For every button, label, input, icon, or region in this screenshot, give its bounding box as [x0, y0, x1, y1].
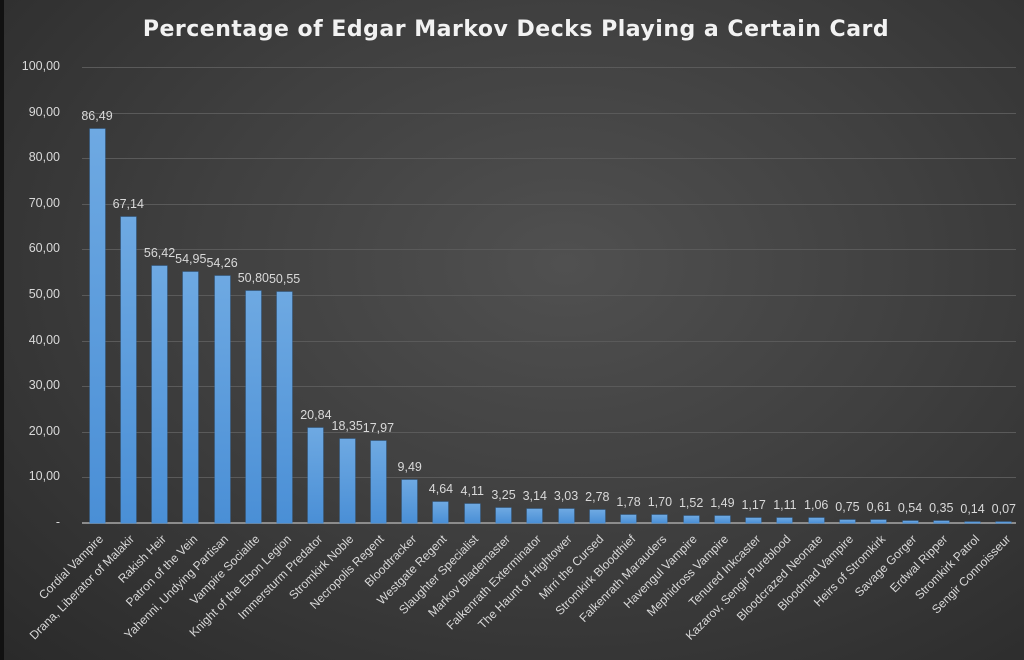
bar: [902, 520, 918, 523]
data-label: 1,17: [741, 497, 766, 512]
bar: [496, 508, 511, 523]
bar: [433, 501, 449, 523]
data-label: 0,07: [991, 502, 1016, 516]
gridline: [82, 204, 1016, 205]
bar: [839, 519, 855, 523]
data-label: 1,78: [616, 494, 641, 509]
y-tick-label: 20,00: [28, 423, 60, 438]
bar: [933, 521, 949, 523]
bar: [808, 518, 824, 523]
y-tick-label: 90,00: [28, 104, 60, 119]
bar: [621, 514, 637, 523]
gridline: [82, 432, 1016, 433]
y-tick-label: 80,00: [28, 150, 60, 165]
y-tick-label: 10,00: [28, 469, 60, 484]
bar: [370, 441, 386, 523]
data-label: 4,11: [460, 484, 484, 499]
data-label: 18,35: [331, 419, 363, 434]
bar: [558, 509, 574, 523]
y-tick-label: 100,00: [21, 59, 60, 73]
bar: [183, 272, 199, 523]
gridline: [82, 158, 1016, 159]
data-label: 86,49: [81, 108, 113, 123]
bar: [214, 275, 230, 523]
y-tick-label: 60,00: [28, 241, 60, 256]
data-label: 3,25: [491, 488, 516, 503]
data-label: 4,64: [428, 481, 454, 496]
gridline: [82, 341, 1016, 342]
data-label: 1,06: [804, 498, 829, 513]
bar: [996, 522, 1012, 523]
data-label: 50,55: [268, 272, 301, 287]
data-label: 1,49: [710, 496, 735, 511]
bar: [871, 520, 887, 523]
data-label: 3,03: [553, 489, 579, 504]
y-tick-label: 70,00: [28, 195, 60, 210]
data-label: 0,35: [929, 501, 954, 516]
y-tick-label: -: [55, 515, 60, 529]
bar: [965, 522, 981, 523]
data-label: 0,75: [835, 499, 860, 514]
data-label: 54,26: [206, 255, 238, 270]
gridline: [82, 249, 1016, 250]
bar: [464, 504, 480, 523]
bar: [527, 508, 543, 523]
data-label: 54,95: [175, 252, 207, 267]
bar: [277, 292, 293, 523]
gridline: [82, 67, 1016, 68]
bar: [589, 510, 605, 523]
bar: [152, 265, 168, 523]
bar: [120, 216, 136, 523]
bar: [714, 516, 730, 523]
data-label: 67,14: [112, 196, 144, 211]
data-label: 9,49: [397, 459, 422, 474]
data-label: 0,14: [960, 502, 985, 516]
bar: [777, 517, 793, 523]
data-label: 50,80: [237, 271, 269, 286]
bar: [652, 515, 668, 523]
x-axis-line: [82, 522, 1016, 524]
bar: [308, 427, 324, 523]
data-label: 20,84: [300, 407, 332, 422]
bar: [89, 128, 105, 523]
bar: [245, 291, 261, 523]
chart-title: Percentage of Edgar Markov Decks Playing…: [142, 17, 890, 42]
data-label: 56,42: [143, 245, 176, 260]
bar: [683, 516, 699, 523]
data-label: 2,78: [585, 490, 610, 505]
y-tick-label: 30,00: [28, 378, 60, 393]
gridline: [82, 386, 1016, 387]
y-tick-label: 50,00: [28, 287, 60, 301]
gridline: [82, 477, 1016, 478]
bar: [402, 479, 418, 523]
gridline: [82, 295, 1016, 296]
data-label: 1,11: [773, 497, 797, 512]
bar: [746, 517, 762, 523]
data-label: 3,14: [522, 488, 547, 503]
data-label: 0,54: [897, 500, 923, 515]
bar: [339, 439, 355, 523]
data-label: 1,52: [678, 496, 704, 511]
data-label: 0,61: [866, 500, 891, 515]
gridline: [82, 113, 1016, 114]
y-tick-label: 40,00: [28, 332, 60, 347]
data-label: 17,97: [362, 421, 395, 436]
data-label: 1,70: [647, 495, 673, 510]
